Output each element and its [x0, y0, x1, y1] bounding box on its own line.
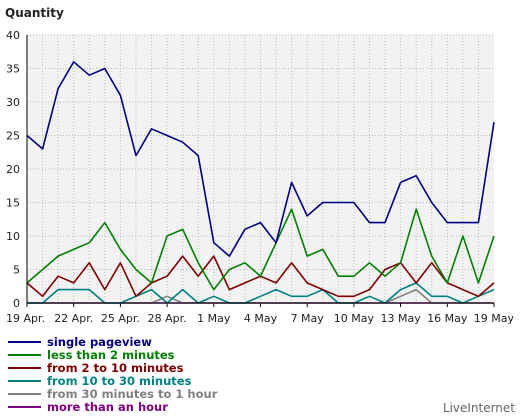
- x-tick-label: 22 Apr.: [54, 312, 93, 325]
- x-tick-label: 25 Apr.: [101, 312, 140, 325]
- x-tick-label: 10 May: [334, 312, 375, 325]
- x-tick-label: 1 May: [197, 312, 231, 325]
- legend-label: from 30 minutes to 1 hour: [47, 387, 218, 401]
- legend-label: less than 2 minutes: [47, 348, 175, 362]
- y-tick-label: 20: [6, 163, 20, 176]
- y-axis: 0 5 10 15 20 25 30 35 40: [6, 29, 20, 310]
- series-line-less-than-2-minutes: [26, 208, 495, 291]
- plot-area: [27, 35, 494, 303]
- y-tick-label: 35: [6, 63, 20, 76]
- y-tick-label: 30: [6, 96, 20, 109]
- x-tick-label: 13 May: [380, 312, 421, 325]
- x-tick-label: 4 May: [244, 312, 278, 325]
- x-tick-label: 19 May: [474, 312, 515, 325]
- y-tick-label: 25: [6, 130, 20, 143]
- legend-label: from 10 to 30 minutes: [47, 374, 192, 388]
- y-tick-label: 5: [13, 264, 20, 277]
- x-tick-label: 16 May: [427, 312, 468, 325]
- y-tick-label: 10: [6, 230, 20, 243]
- x-tick-label: 28 Apr.: [148, 312, 187, 325]
- x-tick-label: 7 May: [291, 312, 325, 325]
- series-line-single-pageview: [26, 60, 495, 257]
- legend-label: single pageview: [47, 335, 152, 349]
- x-tick-label: 19 Apr.: [6, 312, 45, 325]
- legend-label: more than an hour: [47, 400, 168, 414]
- brand-label: LiveInternet: [443, 401, 515, 415]
- y-tick-label: 15: [6, 197, 20, 210]
- x-axis: 19 Apr. 22 Apr. 25 Apr. 28 Apr. 1 May 4 May 7 …: [6, 303, 514, 325]
- y-tick-label: 40: [6, 29, 20, 42]
- y-tick-label: 0: [13, 297, 20, 310]
- legend-label: from 2 to 10 minutes: [47, 361, 184, 375]
- chart-title: Quantity: [5, 6, 64, 20]
